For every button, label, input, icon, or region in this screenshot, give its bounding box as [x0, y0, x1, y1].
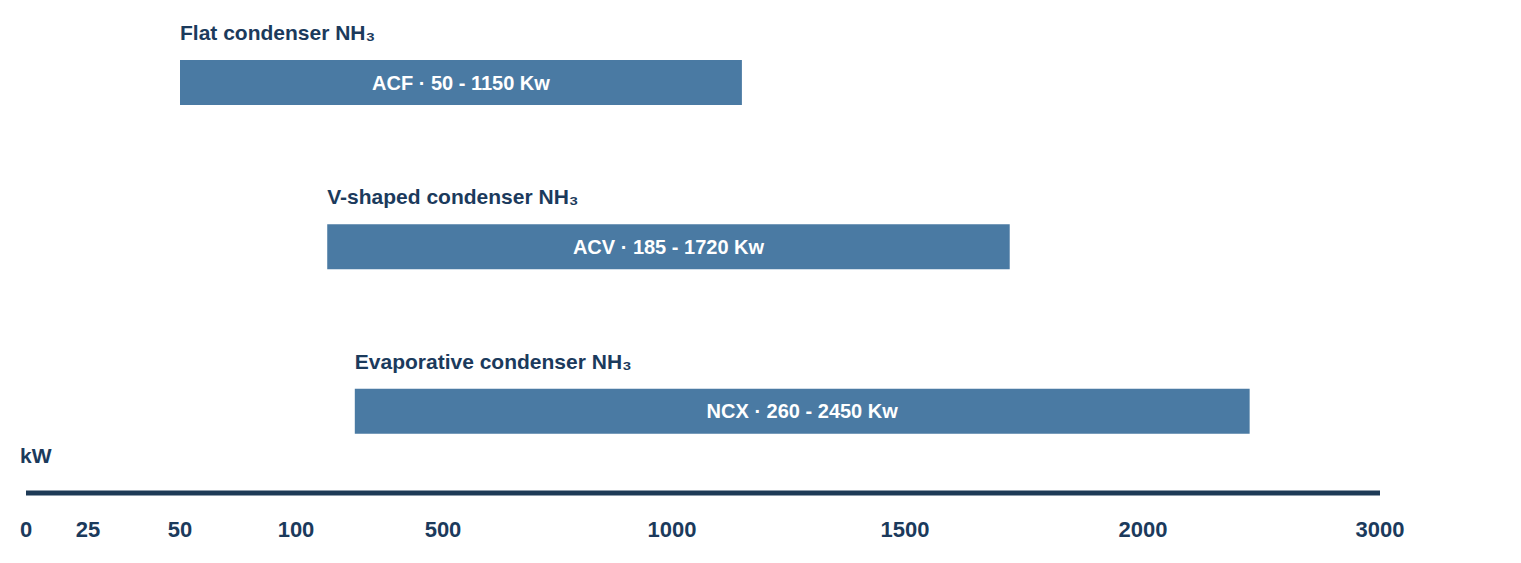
svg-text:0: 0 [20, 517, 32, 542]
svg-text:100: 100 [278, 517, 315, 542]
svg-text:V-shaped condenser NH₃: V-shaped condenser NH₃ [327, 185, 578, 208]
svg-text:2000: 2000 [1119, 517, 1168, 542]
svg-text:1500: 1500 [881, 517, 930, 542]
svg-text:1000: 1000 [648, 517, 697, 542]
svg-text:3000: 3000 [1356, 517, 1405, 542]
svg-text:ACF · 50 - 1150 Kw: ACF · 50 - 1150 Kw [372, 72, 550, 94]
svg-text:50: 50 [168, 517, 192, 542]
svg-text:Evaporative condenser NH₃: Evaporative condenser NH₃ [355, 350, 632, 373]
svg-text:kW: kW [20, 444, 52, 467]
svg-text:Flat condenser NH₃: Flat condenser NH₃ [180, 21, 375, 44]
svg-text:500: 500 [425, 517, 462, 542]
svg-text:ACV · 185 - 1720 Kw: ACV · 185 - 1720 Kw [573, 236, 765, 258]
svg-text:NCX · 260 - 2450 Kw: NCX · 260 - 2450 Kw [707, 400, 899, 422]
svg-text:25: 25 [76, 517, 100, 542]
